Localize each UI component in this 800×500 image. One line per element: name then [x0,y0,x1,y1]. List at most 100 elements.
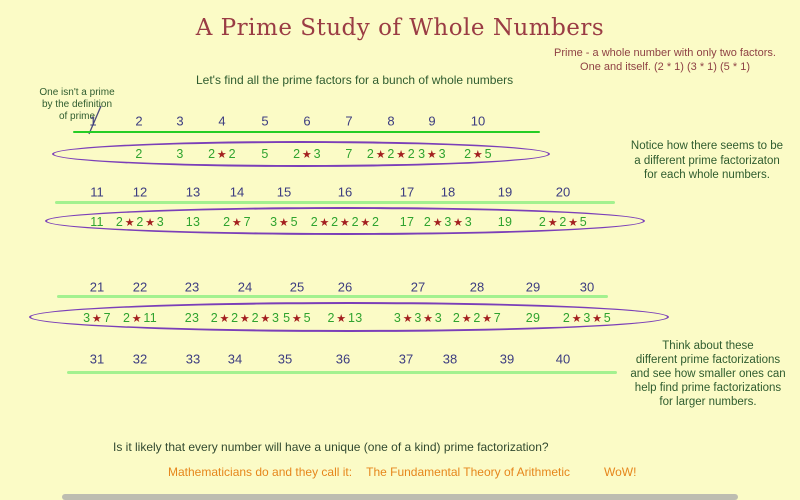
notice-note: Notice how there seems to be a different… [607,139,800,183]
whole-number: 1 [89,113,97,129]
number-row-underline [67,371,617,374]
whole-number: 4 [218,113,226,129]
prime-factorization: 2 ★ 2 ★ 7 [452,311,502,325]
multiply-star-icon: ★ [291,312,303,325]
notice-line1: Notice how there seems to be [630,140,784,152]
whole-number: 8 [387,113,395,129]
whole-number: 34 [227,351,243,367]
whole-number: 38 [442,351,458,367]
multiply-star-icon: ★ [568,216,579,229]
multiply-star-icon: ★ [231,216,243,229]
intro-text: Let's find all the prime factors for a b… [196,73,514,87]
prime-factorization: 2 ★ 3 [293,147,321,161]
whole-number: 36 [335,351,351,367]
multiply-star-icon: ★ [278,216,290,229]
whole-number: 27 [410,279,426,295]
prime-factorization: 2 ★ 5 [464,147,492,161]
prime-factorization: 29 [525,311,541,325]
whole-number: 23 [184,279,200,295]
multiply-star-icon: ★ [453,216,464,229]
multiply-star-icon: ★ [402,312,413,325]
whole-number: 22 [132,279,148,295]
question-text: Is it likely that every number will have… [113,440,549,454]
prime-factorization: 2 ★ 7 [223,215,251,229]
multiply-star-icon: ★ [339,216,351,229]
factorization-ellipse [29,302,669,332]
multiply-star-icon: ★ [482,312,493,325]
whole-number: 37 [398,351,414,367]
think-line3: and see how smaller ones can [630,368,786,380]
whole-number: 21 [89,279,105,295]
whole-number: 12 [132,184,148,200]
factorization-ellipse [45,207,645,235]
conclusion-theorem: The Fundamental Theory of Arithmetic [366,465,570,479]
whole-number: 15 [276,184,292,200]
number-row-underline [57,295,608,298]
prime-factorization: 17 [399,215,415,229]
whole-number: 5 [261,113,269,129]
number-row-underline [73,131,540,133]
whole-number: 11 [90,184,104,200]
whole-number: 2 [135,113,143,129]
multiply-star-icon: ★ [375,148,386,161]
whole-number: 6 [303,113,311,129]
multiply-star-icon: ★ [592,312,603,325]
whole-number: 39 [499,351,515,367]
whole-number: 30 [579,279,595,295]
multiply-star-icon: ★ [260,312,271,325]
think-line1: Think about these [662,340,754,352]
prime-factorization: 2 ★ 2 [208,147,236,161]
whole-number: 19 [497,184,513,200]
prime-factorization: 3 ★ 5 [270,215,298,229]
prime-factorization: 2 ★ 3 ★ 5 [562,311,612,325]
multiply-star-icon: ★ [336,312,347,325]
whole-number: 18 [440,184,456,200]
multiply-star-icon: ★ [472,148,484,161]
crossout-slash-icon [88,105,102,135]
multiply-star-icon: ★ [547,216,558,229]
note-one-not-prime: One isn't a prime by the definition of p… [22,87,132,123]
whole-number: 17 [399,184,415,200]
whole-number: 35 [277,351,293,367]
notice-line2: a different prime factorizaton [634,154,780,167]
page-title: A Prime Study of Whole Numbers [195,15,605,41]
prime-factorization: 2 ★ 2 ★ 5 [538,215,588,229]
think-note: Think about these different prime factor… [613,339,800,409]
whole-number: 31 [89,351,105,367]
whole-number: 13 [185,184,201,200]
prime-factorization: 5 [261,147,269,161]
multiply-star-icon: ★ [432,216,443,229]
prime-factorization: 2 ★ 2 ★ 2 [366,147,416,161]
think-line2: different prime factorizations [635,354,781,366]
whole-number: 14 [229,184,245,200]
conclusion-exclaim: WoW! [604,465,637,479]
whole-number: 20 [555,184,571,200]
whole-number: 25 [289,279,305,295]
multiply-star-icon: ★ [124,216,135,229]
multiply-star-icon: ★ [145,216,156,229]
whole-number: 3 [176,113,184,129]
prime-factorization: 5 ★ 5 [283,311,311,325]
multiply-star-icon: ★ [360,216,371,229]
whole-number: 33 [185,351,201,367]
whole-number: 40 [555,351,571,367]
multiply-star-icon: ★ [216,148,228,161]
multiply-star-icon: ★ [219,312,230,325]
prime-definition-line1: Prime - a whole number with only two fac… [554,47,776,59]
prime-factorization: 19 [497,215,513,229]
prime-definition-line2: One and itself. (2 * 1) (3 * 1) (5 * 1) [580,60,750,73]
whole-number: 26 [337,279,353,295]
multiply-star-icon: ★ [426,148,438,161]
bottom-edge-bar [62,494,738,500]
whole-number: 10 [470,113,486,129]
whole-number: 9 [428,113,436,129]
multiply-star-icon: ★ [461,312,472,325]
whole-number: 24 [237,279,253,295]
multiply-star-icon: ★ [571,312,582,325]
